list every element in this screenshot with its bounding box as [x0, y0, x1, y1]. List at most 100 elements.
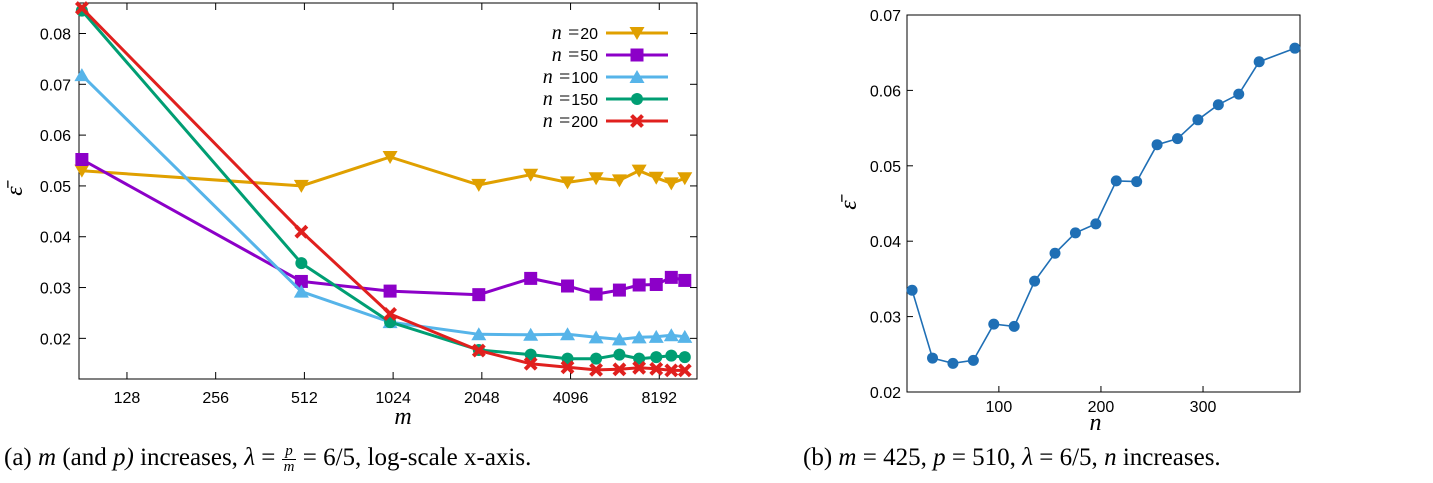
- data-point: [523, 327, 539, 341]
- legend-marker-n150: [631, 93, 643, 105]
- data-point: [927, 352, 939, 364]
- data-point: [471, 178, 487, 192]
- caption-a-fraction: p m: [281, 444, 297, 475]
- y-tick-label-a: 0.07: [40, 77, 71, 94]
- caption-a-frac-den: m: [283, 459, 295, 475]
- data-point: [631, 164, 647, 178]
- x-tick-label-b: 200: [1088, 399, 1115, 416]
- data-point: [1212, 99, 1224, 111]
- data-point: [632, 278, 646, 292]
- caption-b-p: p: [933, 444, 946, 471]
- data-point: [612, 362, 627, 377]
- data-point: [613, 348, 626, 361]
- data-point: [664, 363, 679, 378]
- y-axis-label-a: ε̄: [2, 180, 28, 195]
- data-point: [1110, 175, 1122, 187]
- data-point: [1192, 114, 1204, 126]
- data-point: [383, 284, 397, 298]
- data-point: [677, 363, 692, 378]
- caption-b-label: (b): [803, 444, 833, 471]
- caption-b-rest: increases.: [1122, 444, 1221, 471]
- data-point: [560, 360, 575, 375]
- data-point: [648, 329, 664, 343]
- data-point: [649, 361, 664, 376]
- legend-label-n20: n =20: [552, 22, 598, 44]
- data-point: [74, 164, 90, 178]
- data-point: [649, 277, 663, 291]
- x-axis-label-b: n: [1090, 410, 1102, 436]
- data-point: [471, 343, 486, 358]
- data-point: [1151, 139, 1163, 151]
- data-point: [523, 356, 538, 371]
- data-point: [383, 307, 397, 321]
- data-point: [947, 357, 959, 369]
- y-tick-label-b: 0.06: [870, 83, 901, 100]
- data-point: [1049, 247, 1061, 259]
- data-point: [523, 168, 539, 182]
- data-point: [612, 283, 626, 297]
- data-point: [294, 224, 309, 239]
- data-point: [678, 351, 691, 364]
- caption-b-m-val: = 425,: [862, 444, 927, 471]
- data-point: [1253, 56, 1265, 68]
- caption-a-m: m: [38, 444, 57, 472]
- data-point: [677, 172, 693, 186]
- data-point: [589, 287, 603, 301]
- data-point: [664, 270, 678, 284]
- caption-b-lambda: λ: [1022, 444, 1034, 471]
- data-point: [650, 351, 663, 364]
- caption-a-rest: log-scale x-axis.: [367, 444, 532, 472]
- y-tick-label-a: 0.04: [40, 230, 71, 247]
- y-tick-label-a: 0.08: [40, 26, 71, 43]
- data-point: [560, 176, 576, 190]
- x-tick-label-a: 2048: [464, 390, 500, 407]
- chart-b: 100 200 300 0.02 0.03 0.04 0.05 0.06 0.07 n ε̄: [836, 8, 1301, 436]
- data-point: [1233, 88, 1245, 100]
- caption-a-lambda: λ: [244, 444, 256, 472]
- data-point: [295, 257, 308, 270]
- series-n150: [75, 4, 691, 365]
- chart-a: 128 256 512 1024 2048 4096 8192 0.02 0.03 0.04 0.0…: [2, 1, 698, 430]
- data-point: [631, 330, 647, 344]
- series-n20: [74, 150, 693, 193]
- data-point: [472, 288, 486, 302]
- series-n200: [74, 1, 692, 378]
- caption-b-p-val: = 510,: [951, 444, 1016, 471]
- series-n50: [75, 152, 692, 302]
- data-point: [648, 171, 664, 185]
- caption-a-eq: =: [261, 444, 276, 472]
- data-point: [561, 279, 575, 293]
- data-point: [382, 150, 398, 164]
- data-point: [611, 332, 627, 346]
- data-point: [589, 362, 603, 377]
- data-point: [560, 327, 576, 341]
- data-point: [611, 174, 627, 188]
- data-point: [906, 284, 918, 296]
- data-point: [471, 327, 487, 341]
- data-point: [1131, 176, 1143, 188]
- data-point: [524, 271, 538, 285]
- x-tick-label-b: 300: [1190, 399, 1217, 416]
- caption-a-value: = 6/5,: [302, 444, 362, 472]
- data-point: [678, 273, 692, 287]
- data-point: [293, 284, 309, 298]
- data-point: [1008, 320, 1020, 332]
- y-tick-label-b: 0.07: [870, 8, 901, 25]
- x-tick-label-a: 1024: [375, 390, 411, 407]
- data-point: [74, 1, 89, 15]
- caption-a: (a) m (and p) increases, λ = p m = 6/5, …: [4, 444, 531, 475]
- caption-b-lam-val: = 6/5,: [1039, 444, 1098, 471]
- data-point: [588, 330, 604, 344]
- data-point: [1069, 227, 1081, 239]
- data-point: [677, 329, 693, 343]
- y-tick-label-b: 0.02: [870, 385, 901, 402]
- data-point: [524, 348, 537, 361]
- plot-frame-a: [78, 2, 698, 380]
- data-point: [1172, 133, 1184, 145]
- data-point: [1289, 42, 1301, 54]
- data-point: [665, 349, 678, 362]
- data-point: [663, 328, 679, 342]
- data-point: [74, 68, 90, 82]
- x-tick-label-a: 512: [291, 390, 318, 407]
